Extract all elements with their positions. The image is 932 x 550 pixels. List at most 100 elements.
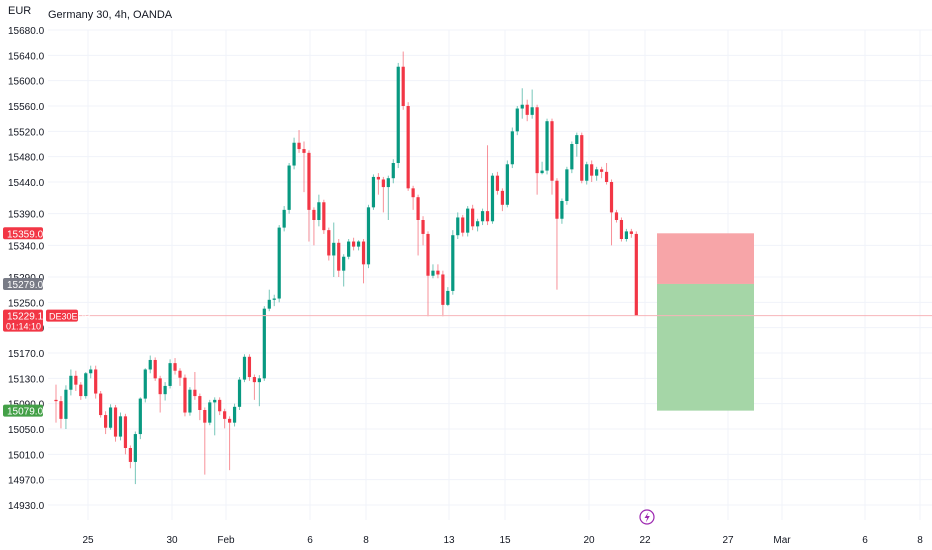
candle <box>198 393 202 421</box>
candle <box>282 206 286 232</box>
event-marker[interactable] <box>639 509 655 525</box>
candle-body <box>461 217 465 233</box>
lightning-icon[interactable] <box>639 509 655 525</box>
candle <box>297 130 301 153</box>
take-profit-zone[interactable] <box>657 283 754 411</box>
candle-body <box>272 298 276 300</box>
candle-body <box>302 149 306 153</box>
y-tick-label: 15520.0 <box>8 127 45 138</box>
candle <box>456 212 460 239</box>
candle <box>342 254 346 287</box>
candle <box>535 104 539 195</box>
candle-body <box>471 208 475 227</box>
candle-body <box>520 104 524 109</box>
candle-body <box>510 131 514 165</box>
candle-body <box>451 235 455 291</box>
y-tick-label: 15440.0 <box>8 178 45 189</box>
x-tick-label: 27 <box>722 535 734 546</box>
candle-body <box>476 221 480 227</box>
y-tick-label: 15340.0 <box>8 241 45 252</box>
y-tick-label: 15390.0 <box>8 210 45 221</box>
candle <box>396 62 400 169</box>
candle-body <box>262 308 266 379</box>
y-tick-label: 15640.0 <box>8 51 45 62</box>
candle <box>421 216 425 246</box>
stop-tag: 15359.0 <box>3 227 44 240</box>
candle <box>505 160 509 208</box>
candle <box>560 198 564 224</box>
candle <box>545 118 549 175</box>
candle <box>143 368 147 403</box>
y-tick-label: 15010.0 <box>8 450 45 461</box>
candle-body <box>178 370 182 378</box>
candle-body <box>252 377 256 383</box>
tag-background <box>3 277 43 290</box>
candle-body <box>317 202 321 220</box>
candle <box>128 445 132 469</box>
candle-body <box>381 179 385 188</box>
candle <box>232 403 237 427</box>
x-tick-label: 8 <box>363 535 369 546</box>
candle-body <box>108 407 113 428</box>
candle-body <box>168 363 172 386</box>
y-tick-label: 15560.0 <box>8 102 45 113</box>
candle-body <box>396 66 400 163</box>
x-tick-label: 20 <box>583 535 595 546</box>
candle <box>590 160 594 182</box>
candle-body <box>614 212 619 220</box>
position-tool[interactable] <box>657 233 754 411</box>
x-tick-label: 30 <box>166 535 178 546</box>
candle <box>183 374 187 417</box>
candle <box>624 228 628 242</box>
candle <box>208 399 212 426</box>
candle <box>317 194 321 227</box>
candle <box>79 382 83 400</box>
candle-body <box>421 220 425 234</box>
candle-body <box>267 299 271 309</box>
x-tick-label: Mar <box>773 535 791 546</box>
stop-loss-zone[interactable] <box>657 233 754 284</box>
candle <box>64 385 68 429</box>
price-axis[interactable]: 15680.0 15640.0 15600.0 15560.0 15520.0 15480… <box>8 26 45 512</box>
candle <box>74 370 78 391</box>
candle-body <box>525 104 529 115</box>
candle-body <box>406 106 410 189</box>
candle-body <box>545 121 549 171</box>
y-tick-label: 15130.0 <box>8 374 45 385</box>
candle <box>485 145 490 226</box>
candle <box>327 227 331 261</box>
candle <box>267 289 271 312</box>
candle <box>471 204 475 231</box>
candle <box>257 375 261 407</box>
candle <box>237 377 242 410</box>
candle <box>604 163 609 185</box>
candle-body <box>84 373 88 397</box>
candle-body <box>153 359 157 379</box>
candle-body <box>74 375 78 385</box>
candle-body <box>342 256 346 271</box>
candle <box>411 185 415 210</box>
candle-body <box>59 401 63 419</box>
candles <box>54 51 638 485</box>
candle-body <box>54 399 58 402</box>
candle <box>168 359 172 389</box>
candle <box>446 287 450 307</box>
candle-body <box>99 393 103 416</box>
candle-body <box>500 190 504 205</box>
candle-body <box>347 241 351 257</box>
candle <box>312 207 316 246</box>
candle-body <box>104 415 108 428</box>
candle-body <box>595 169 599 176</box>
time-axis[interactable]: 25 30 Feb 6 8 13 15 20 22 27 Mar 6 8 <box>82 535 923 546</box>
candle-body <box>565 169 569 201</box>
candle <box>332 222 336 277</box>
candle <box>431 264 435 279</box>
entry-tag: 15279.0 <box>3 277 44 291</box>
candle <box>59 396 63 429</box>
x-tick-label: 6 <box>862 535 868 546</box>
candle-body <box>609 182 614 213</box>
candle <box>500 188 504 212</box>
candle <box>173 358 177 375</box>
